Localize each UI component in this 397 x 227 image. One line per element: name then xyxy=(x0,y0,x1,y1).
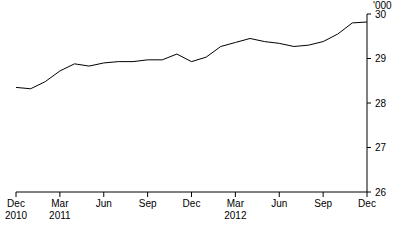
x-tick xyxy=(367,192,368,197)
x-tick-label: Mar2012 xyxy=(224,198,247,221)
y-tick xyxy=(367,14,371,15)
x-tick-label: Dec xyxy=(183,198,201,209)
x-tick xyxy=(103,192,104,197)
y-tick-label: 27 xyxy=(375,142,387,153)
x-tick-label: Dec xyxy=(358,198,376,209)
x-tick xyxy=(16,192,17,197)
y-tick xyxy=(367,192,371,193)
x-tick-label: Jun xyxy=(96,198,112,209)
y-tick xyxy=(367,147,371,148)
x-tick xyxy=(279,192,280,197)
x-tick xyxy=(59,192,60,197)
x-tick xyxy=(147,192,148,197)
y-tick xyxy=(367,103,371,104)
data-line xyxy=(16,22,367,89)
x-tick-label: Jun xyxy=(271,198,287,209)
y-unit-label: '000 xyxy=(373,0,392,11)
y-tick-label: 26 xyxy=(375,187,387,198)
chart: 2627282930'000Dec2010Mar2011JunSepDecMar… xyxy=(0,0,397,227)
x-tick xyxy=(323,192,324,197)
x-tick xyxy=(191,192,192,197)
x-tick-label: Sep xyxy=(139,198,157,209)
y-tick xyxy=(367,58,371,59)
x-tick xyxy=(235,192,236,197)
y-tick-label: 29 xyxy=(375,53,387,64)
x-tick-label: Dec2010 xyxy=(5,198,28,221)
x-tick-label: Mar2011 xyxy=(49,198,71,221)
y-tick-label: 28 xyxy=(375,98,387,109)
x-tick-label: Sep xyxy=(314,198,332,209)
plot-area xyxy=(16,22,367,89)
